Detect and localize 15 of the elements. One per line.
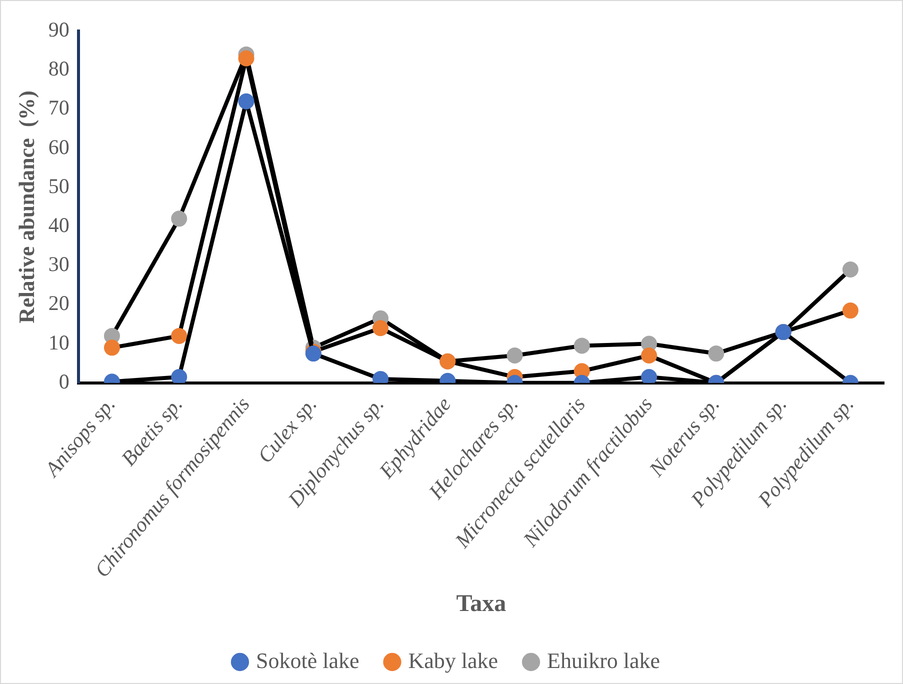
legend-label: Sokotè lake [256, 648, 360, 673]
y-tick-label: 60 [48, 134, 70, 159]
y-tick-label: 30 [48, 252, 70, 276]
y-tick-label: 50 [48, 174, 70, 198]
y-axis-title: Relative abundance (%) [14, 90, 39, 324]
y-tick-label: 0 [58, 369, 70, 394]
y-tick-label: 80 [48, 56, 70, 81]
legend-label: Ehuikro lake [547, 648, 660, 673]
y-tick-label: 70 [48, 96, 70, 120]
y-tick-label: 10 [48, 330, 70, 354]
x-axis-title: Taxa [456, 590, 506, 617]
y-tick-label: 20 [48, 291, 70, 316]
legend-label: Kaby lake [408, 648, 498, 673]
y-tick-label: 90 [48, 18, 70, 42]
y-tick-label: 40 [48, 212, 70, 237]
